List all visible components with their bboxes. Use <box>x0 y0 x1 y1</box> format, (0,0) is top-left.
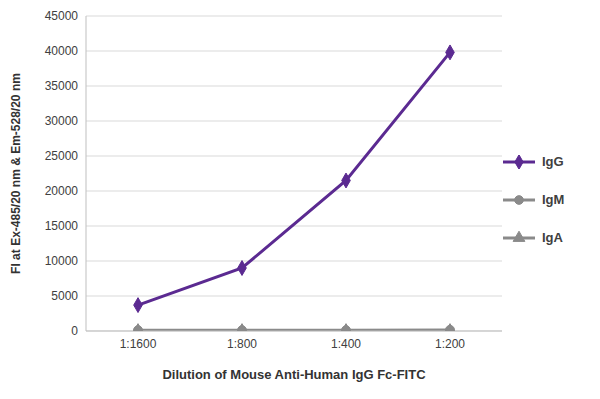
svg-text:FI at Ex-485/20 nm & Em-528/20: FI at Ex-485/20 nm & Em-528/20 nm <box>9 73 23 274</box>
svg-text:15000: 15000 <box>45 219 79 233</box>
svg-text:Dilution of Mouse Anti-Human I: Dilution of Mouse Anti-Human IgG Fc-FITC <box>162 367 426 382</box>
svg-text:45000: 45000 <box>45 9 79 23</box>
svg-text:20000: 20000 <box>45 184 79 198</box>
html-text:IgG: IgG <box>542 154 564 169</box>
svg-text:30000: 30000 <box>45 114 79 128</box>
svg-text:1:400: 1:400 <box>331 337 361 351</box>
svg-text:1:200: 1:200 <box>435 337 465 351</box>
html-text:IgM: IgM <box>542 192 565 207</box>
html-text:IgA: IgA <box>542 230 563 245</box>
svg-text:35000: 35000 <box>45 79 79 93</box>
svg-text:10000: 10000 <box>45 254 79 268</box>
svg-text:40000: 40000 <box>45 44 79 58</box>
svg-text:5000: 5000 <box>51 289 78 303</box>
svg-text:1:800: 1:800 <box>227 337 257 351</box>
svg-text:25000: 25000 <box>45 149 79 163</box>
svg-text:0: 0 <box>71 324 78 338</box>
svg-text:1:1600: 1:1600 <box>120 337 157 351</box>
